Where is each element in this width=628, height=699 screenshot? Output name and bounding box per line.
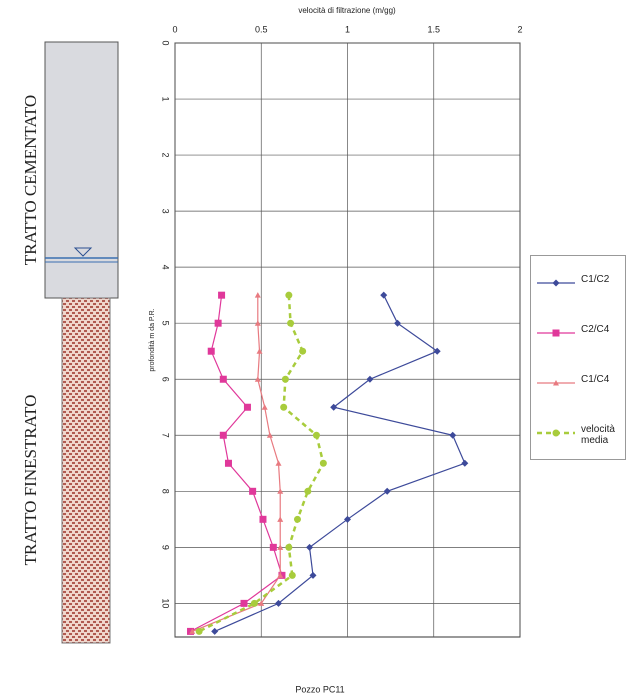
marker: [243, 403, 251, 411]
cemented-section: [44, 41, 119, 299]
marker: [285, 543, 293, 551]
marker: [380, 291, 388, 299]
marker: [277, 488, 284, 494]
marker: [259, 515, 267, 523]
marker: [195, 627, 203, 635]
marker: [240, 599, 248, 607]
y-tick-label: 1: [161, 97, 171, 102]
well-label: TRATTO CEMENTATO: [21, 95, 40, 265]
screened-section: [61, 297, 111, 644]
legend-label: C2/C4: [581, 324, 610, 335]
y-tick-label: 9: [161, 545, 171, 550]
marker: [293, 515, 301, 523]
y-tick-label: 3: [161, 209, 171, 214]
legend-label: velocità media: [581, 424, 615, 446]
x-axis-title: velocità di filtrazione (m/gg): [298, 6, 396, 15]
legend-swatch: [537, 380, 575, 386]
marker: [224, 459, 232, 467]
y-tick-label: 10: [161, 598, 171, 608]
marker: [319, 459, 327, 467]
marker: [254, 320, 261, 326]
x-tick-label: 1.5: [427, 24, 440, 34]
marker: [278, 571, 286, 579]
chart-title: Pozzo PC11: [295, 684, 344, 694]
marker: [312, 431, 320, 439]
marker: [552, 329, 560, 337]
marker: [383, 487, 391, 495]
legend-item: velocità media: [535, 420, 625, 450]
marker: [277, 572, 284, 578]
y-tick-label: 5: [161, 321, 171, 326]
marker: [449, 431, 457, 439]
marker: [306, 543, 314, 551]
marker: [394, 319, 402, 327]
legend-label: C1/C4: [581, 374, 610, 385]
legend-label: C1/C2: [581, 274, 610, 285]
marker: [433, 347, 441, 355]
marker: [280, 403, 288, 411]
y-tick-label: 7: [161, 433, 171, 438]
marker: [304, 487, 312, 495]
marker: [207, 347, 215, 355]
x-tick-label: 2: [517, 24, 522, 34]
legend-swatch: [537, 279, 575, 287]
marker: [261, 404, 268, 410]
marker: [553, 380, 559, 386]
marker: [552, 279, 560, 287]
marker: [330, 403, 338, 411]
marker: [218, 291, 226, 299]
y-tick-label: 0: [161, 40, 171, 45]
marker: [309, 571, 317, 579]
legend-item: C1/C4: [535, 370, 625, 400]
marker: [344, 515, 351, 523]
x-tick-label: 0: [172, 24, 177, 34]
water-level-icon: [73, 247, 93, 257]
marker: [288, 571, 296, 579]
marker: [275, 460, 282, 466]
marker: [277, 544, 284, 550]
marker: [187, 627, 195, 635]
marker: [211, 627, 219, 635]
y-tick-label: 2: [161, 153, 171, 158]
marker: [366, 375, 374, 383]
legend-swatch: [537, 429, 575, 437]
marker: [281, 375, 289, 383]
marker: [219, 431, 227, 439]
marker: [249, 487, 257, 495]
marker: [258, 600, 265, 606]
legend-item: C1/C2: [535, 270, 625, 300]
marker: [250, 599, 258, 607]
legend-item: C2/C4: [535, 320, 625, 350]
marker: [552, 429, 560, 437]
marker: [269, 543, 277, 551]
marker: [266, 432, 273, 438]
marker: [277, 516, 284, 522]
marker: [254, 376, 261, 382]
marker: [287, 319, 295, 327]
legend: C1/C2 C2/C4 C1/C4 velocità media: [530, 255, 626, 460]
marker: [461, 459, 469, 467]
marker: [189, 628, 196, 634]
marker: [214, 319, 222, 327]
marker: [275, 599, 282, 607]
marker: [256, 348, 263, 354]
marker: [299, 347, 307, 355]
well-label: TRATTO FINESTRATO: [21, 395, 40, 566]
marker: [254, 292, 261, 298]
legend-swatch: [537, 329, 575, 337]
y-tick-label: 6: [161, 377, 171, 382]
x-tick-label: 1: [345, 24, 350, 34]
y-tick-label: 4: [161, 265, 171, 270]
y-tick-label: 8: [161, 489, 171, 494]
y-axis-title: profondità m da P.R.: [149, 308, 156, 371]
x-tick-label: 0.5: [255, 24, 268, 34]
marker: [285, 291, 293, 299]
marker: [219, 375, 227, 383]
